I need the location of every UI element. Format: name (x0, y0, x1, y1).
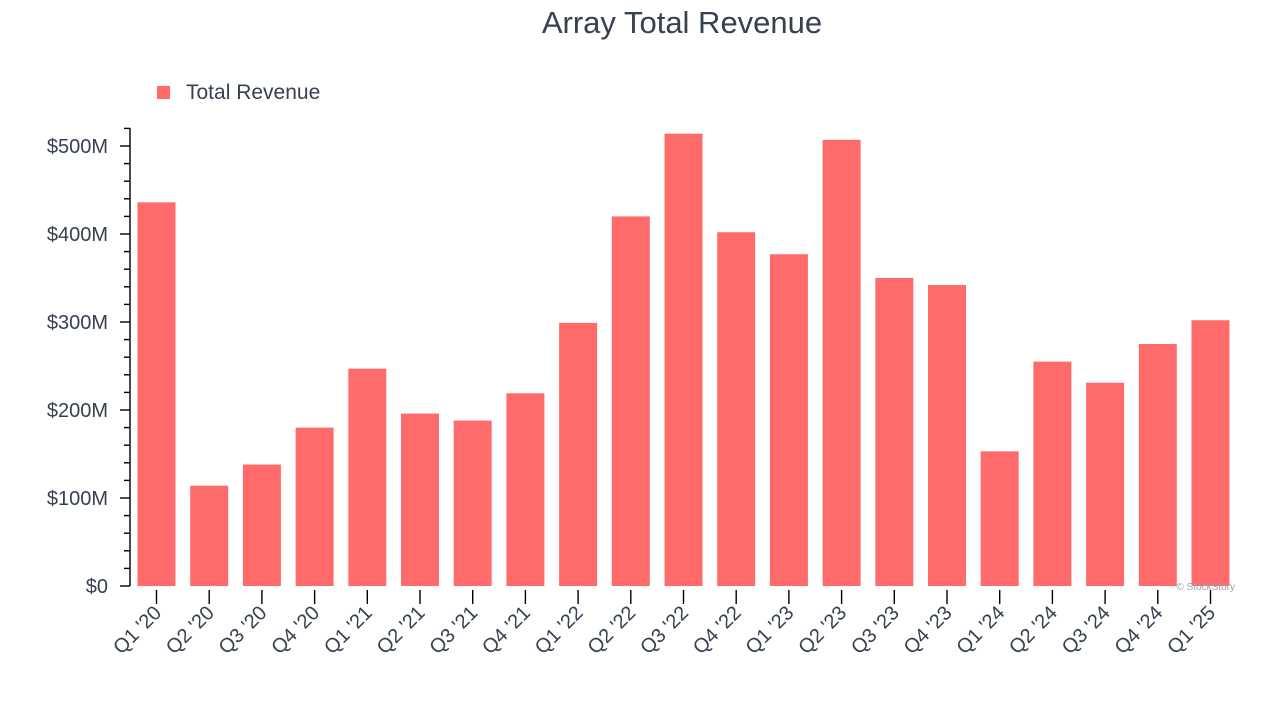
bar (980, 451, 1019, 586)
x-tick-label: Q2 '24 (1005, 602, 1062, 659)
y-tick-label: $400M (47, 224, 108, 246)
bar (769, 254, 808, 587)
bar (137, 202, 176, 586)
x-tick-label: Q2 '22 (584, 602, 641, 659)
watermark: © StockStory (1177, 582, 1236, 593)
x-tick-label: Q3 '23 (847, 602, 904, 659)
bar (611, 216, 650, 586)
x-tick-label: Q3 '24 (1058, 602, 1115, 659)
y-tick-label: $300M (47, 312, 108, 334)
x-tick-label: Q1 '25 (1163, 602, 1220, 659)
x-tick-label: Q1 '20 (109, 602, 166, 659)
bar (1138, 344, 1177, 586)
x-tick-label: Q1 '21 (320, 602, 377, 659)
y-tick-label: $200M (47, 400, 108, 422)
bar (453, 420, 492, 586)
x-tick-label: Q1 '23 (742, 602, 799, 659)
x-tick-label: Q3 '21 (425, 602, 482, 659)
x-tick-label: Q2 '23 (794, 602, 851, 659)
y-tick-label: $500M (47, 136, 108, 158)
bar (242, 464, 281, 586)
bar (348, 368, 387, 586)
bar (190, 485, 229, 586)
bar (664, 133, 703, 586)
x-tick-label: Q2 '21 (373, 602, 430, 659)
x-tick-label: Q1 '24 (952, 602, 1009, 659)
bar (928, 285, 966, 586)
legend: Total Revenue (157, 81, 320, 104)
x-tick-label: Q2 '20 (162, 602, 219, 659)
y-tick-label: $0 (86, 576, 108, 598)
bar (559, 322, 598, 586)
x-tick-label: Q3 '22 (636, 602, 693, 659)
x-tick-label: Q4 '24 (1111, 602, 1168, 659)
y-axis: $0 $100M $200M $300M $400M $500M (47, 127, 131, 598)
bar (295, 427, 334, 586)
bars (137, 133, 1230, 587)
y-tick-label: $100M (47, 488, 108, 510)
x-tick-label: Q4 '21 (478, 602, 535, 659)
bar (822, 139, 861, 586)
x-tick-label: Q4 '20 (267, 602, 324, 659)
chart-title: Array Total Revenue (542, 5, 822, 40)
legend-swatch (157, 86, 170, 99)
x-tick-label: Q3 '20 (215, 602, 272, 659)
bar (875, 278, 914, 586)
bar (717, 232, 756, 587)
bar (1033, 361, 1072, 586)
legend-label: Total Revenue (186, 81, 320, 104)
bar (1086, 382, 1125, 586)
x-tick-label: Q4 '22 (689, 602, 746, 659)
x-tick-label: Q4 '23 (900, 602, 957, 659)
x-tick-label: Q1 '22 (531, 602, 588, 659)
bar (506, 393, 545, 586)
bar (401, 413, 439, 586)
bar (1191, 320, 1230, 586)
